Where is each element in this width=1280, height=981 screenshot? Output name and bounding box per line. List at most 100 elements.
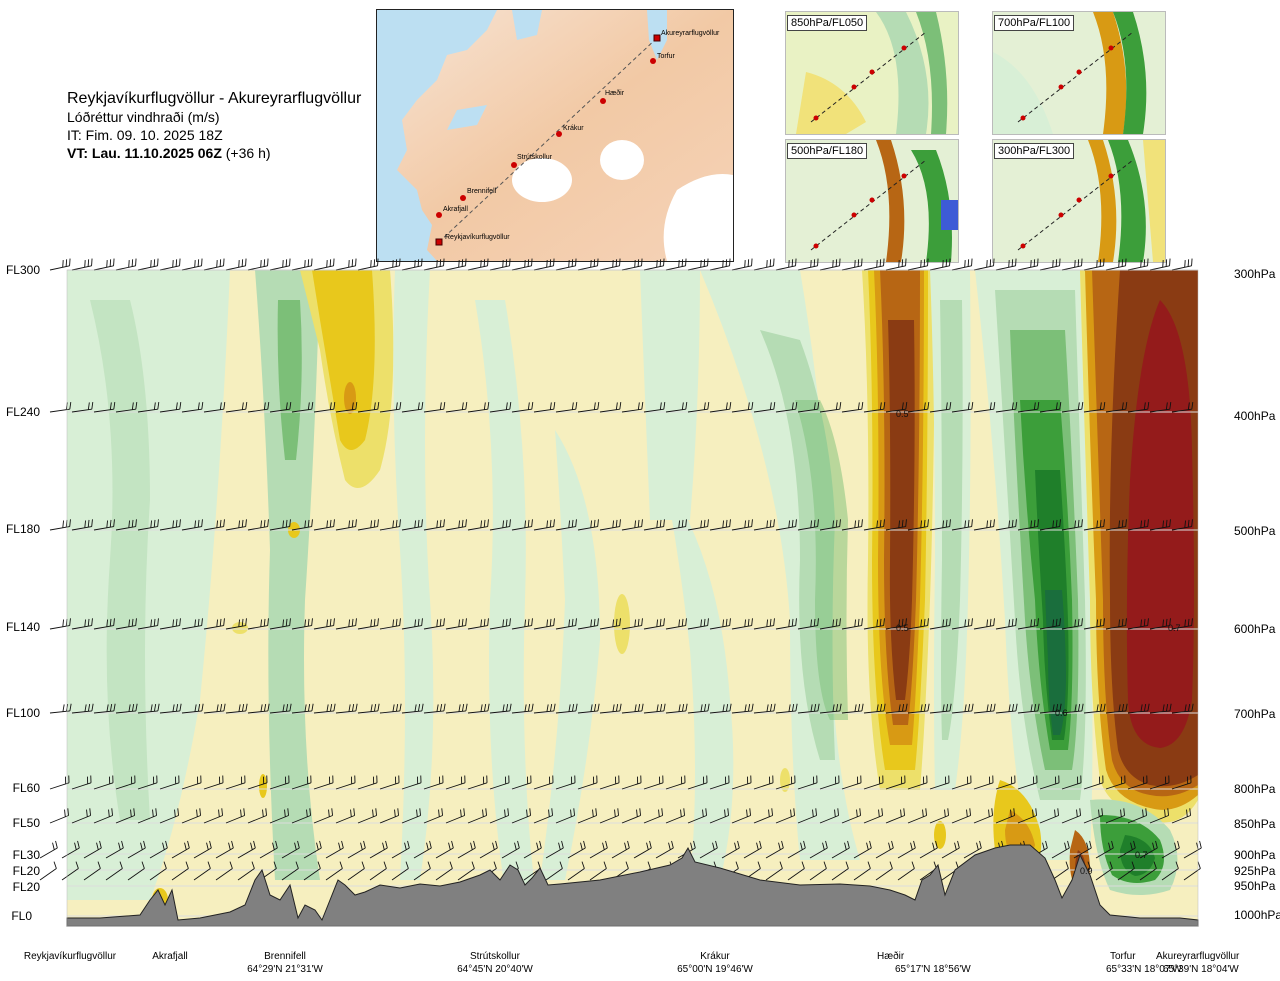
wind-barb [951,401,974,413]
wind-barb [1061,401,1084,413]
wind-barb [291,519,313,531]
waypoint-akrafjall[interactable] [436,212,442,218]
wind-barb [281,861,299,881]
waypoint-reykjavik[interactable] [435,238,443,246]
level-map-700[interactable]: 700hPa/FL100 [992,11,1166,135]
wind-barb [885,401,908,413]
waypoint-haedir[interactable] [600,98,606,104]
level-map-300[interactable]: 300hPa/FL300 [992,139,1166,263]
location-torfur[interactable]: Torfur 65°33'N 18°07'W [1106,950,1182,976]
wind-barb [269,703,292,714]
wind-barb [105,861,123,881]
wind-barb [159,258,181,271]
wind-barb [841,519,863,531]
map-label-strutskollur: Strútskollur [517,154,553,161]
location-brennifell[interactable]: Brennifell 64°29'N 21°31'W [230,950,340,976]
location-akureyri[interactable]: Akureyrarflugvöllur 65°39'N 18°04'W [1156,950,1276,976]
location-coord: 65°17'N 18°56'W [895,964,971,975]
wind-barb [269,808,289,824]
wind-barb [291,258,313,271]
waypoint-akureyri[interactable] [653,34,661,42]
wind-barb [665,258,687,271]
wind-barb [1083,401,1106,413]
wind-barb [577,401,600,413]
location-reykjavik[interactable]: Reykjavíkurflugvöllur [20,950,120,963]
wind-barb [709,258,731,271]
map-label-torfur: Torfur [657,53,676,60]
location-strutskollur[interactable]: Strútskollur 64°45'N 20°40'W [440,950,550,976]
wind-barb [1149,808,1169,824]
wind-barb [775,808,795,824]
wind-barb [445,808,465,824]
wind-barb [1039,519,1061,531]
wind-barb [621,808,641,824]
location-coord: 65°00'N 19°46'W [677,964,753,975]
waypoint-brennifell[interactable] [460,195,466,201]
wind-barb [687,703,710,714]
wind-barb [907,519,929,531]
location-haedir[interactable]: Hæðir 65°17'N 18°56'W [855,950,1015,976]
wind-barb [435,840,454,859]
fl-label: FL0 [11,909,32,923]
wind-barb [203,618,225,630]
wind-barb [357,618,379,630]
wind-barb [401,703,424,714]
wind-barb [523,840,542,859]
wind-barb [423,775,444,790]
wind-barb [907,258,929,271]
wind-barb [753,775,774,790]
level-map-850[interactable]: 850hPa/FL050 [785,11,959,135]
wind-barb [907,703,930,714]
wind-barb [335,519,357,531]
wind-barb [1139,861,1157,881]
wind-barb [1061,775,1082,790]
wind-barb [973,775,994,790]
wind-barb [589,861,607,881]
wind-barb [621,618,643,630]
chart-title-block: Reykjavíkurflugvöllur - Akureyrarflugvöl… [67,90,361,162]
wind-barb [819,258,841,271]
wind-barb [831,861,849,881]
wind-barb [643,258,665,271]
waypoint-torfur[interactable] [650,58,656,64]
wind-barb [49,775,70,790]
wind-barb [995,703,1018,714]
wind-barb [313,401,336,413]
map-label-krakur: Krákur [563,125,584,132]
wind-barb [193,840,212,859]
wind-barb [907,618,929,630]
wind-barb [115,519,137,531]
level-map-500[interactable]: 500hPa/FL180 [785,139,959,263]
wind-barb [709,401,732,413]
level-map-500-svg [786,140,958,262]
location-akrafjall[interactable]: Akrafjall [140,950,200,963]
wind-barb [457,861,475,881]
fjord [447,105,487,130]
wind-barb [215,840,234,859]
wind-barb [831,840,850,859]
wind-barb [1061,519,1083,531]
wind-barb [951,775,972,790]
location-krakur[interactable]: Krákur 65°00'N 19°46'W [660,950,770,976]
location-name: Hæðir [877,951,905,962]
wind-barb [875,861,893,881]
wind-barb [709,775,730,790]
wind-barb [809,861,827,881]
route-overview-map[interactable]: Akureyrarflugvöllur Torfur Hæðir Krákur … [376,9,734,262]
wind-barb [335,703,358,714]
waypoint-strutskollur[interactable] [511,162,517,168]
wind-barb [203,519,225,531]
wind-barb [841,808,861,824]
wind-barb [193,861,211,881]
wind-barb [335,401,358,413]
wind-barb [621,775,642,790]
wind-barb [611,840,630,859]
wind-barb [335,258,357,271]
waypoint-krakur[interactable] [556,131,562,137]
wind-barb [1017,519,1039,531]
wind-barb [49,808,69,824]
wind-barb [775,401,798,413]
wind-barb [1105,808,1125,824]
wind-barb [797,775,818,790]
